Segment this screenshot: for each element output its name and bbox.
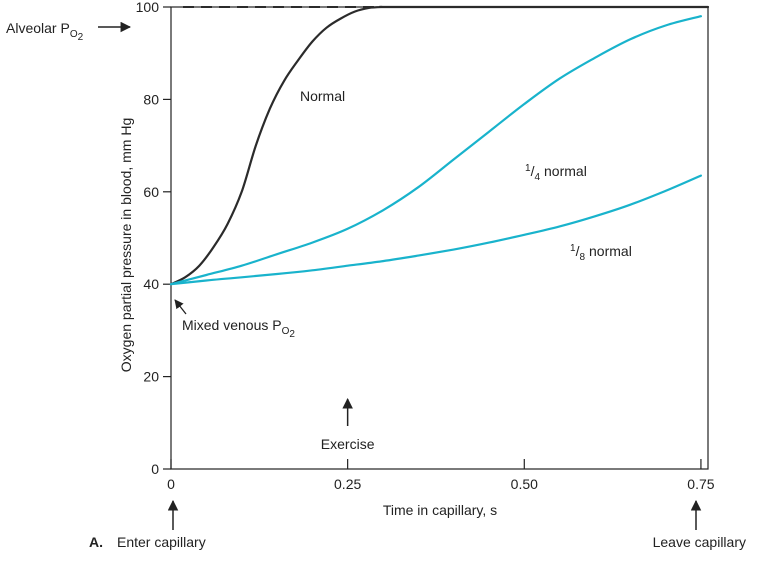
enter-capillary-label: Enter capillary xyxy=(117,534,206,550)
y-tick-label-80: 80 xyxy=(143,91,159,107)
plot-frame xyxy=(170,6,709,470)
y-axis-title: Oxygen partial pressure in blood, mm Hg xyxy=(118,118,134,372)
y-tick-label-0: 0 xyxy=(151,461,159,477)
x-axis: 0 0.25 0.50 0.75 xyxy=(167,459,715,492)
panel-label: A. xyxy=(89,534,103,550)
leave-capillary-label: Leave capillary xyxy=(653,534,746,550)
y-tick-label-40: 40 xyxy=(143,276,159,292)
x-tick-label-3: 0.75 xyxy=(687,476,714,492)
x-tick-label-2: 0.50 xyxy=(511,476,538,492)
series-label-eighth: 1/8 normal xyxy=(570,243,632,263)
exercise-label: Exercise xyxy=(321,436,375,452)
x-tick-label-1: 0.25 xyxy=(334,476,361,492)
quarter-normal-curve xyxy=(169,15,702,286)
series-label-normal: Normal xyxy=(300,88,345,104)
y-tick-label-60: 60 xyxy=(143,184,159,200)
y-tick-label-100: 100 xyxy=(136,0,160,15)
mixed-venous-arrow xyxy=(174,299,187,315)
mixed-venous-po2-label: Mixed venous PO2 xyxy=(182,317,295,340)
alveolar-po2-label: Alveolar PO2 xyxy=(6,20,84,43)
x-axis-title: Time in capillary, s xyxy=(383,502,497,518)
eighth-normal-curve xyxy=(169,174,702,286)
y-tick-label-20: 20 xyxy=(143,369,159,385)
series-label-quarter: 1/4 normal xyxy=(525,163,587,183)
x-tick-label-0: 0 xyxy=(167,476,175,492)
y-axis: 0 20 40 60 80 100 xyxy=(136,0,171,477)
normal-curve xyxy=(169,5,710,286)
series-layer xyxy=(169,5,710,286)
